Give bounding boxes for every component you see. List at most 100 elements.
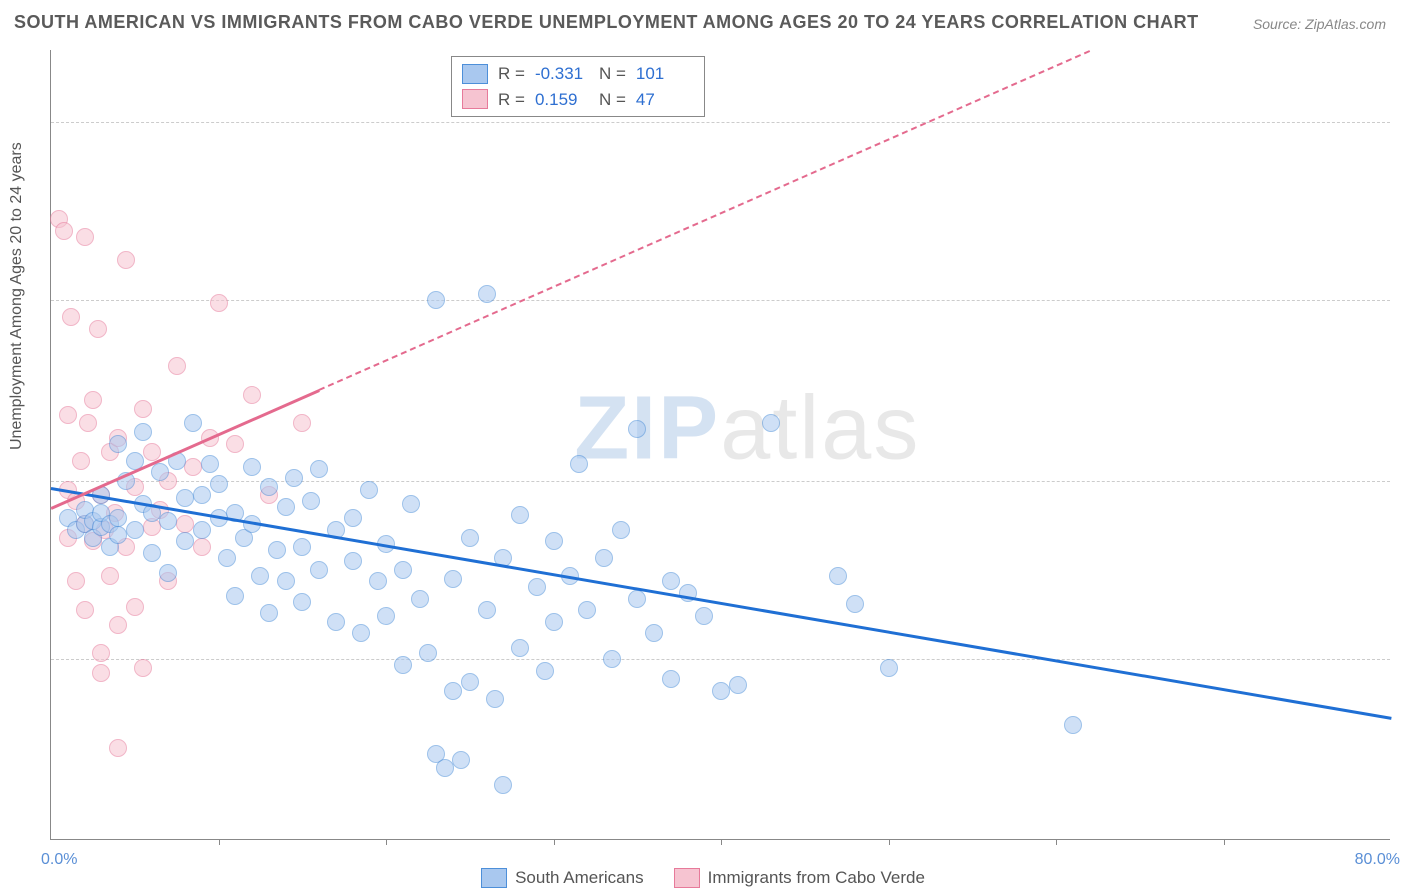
x-axis-max-label: 80.0% xyxy=(1355,851,1400,869)
data-point xyxy=(645,624,663,642)
data-point xyxy=(536,662,554,680)
data-point xyxy=(159,512,177,530)
y-axis-label: Unemployment Among Ages 20 to 24 years xyxy=(8,142,26,450)
data-point xyxy=(126,521,144,539)
data-point xyxy=(880,659,898,677)
legend-r-value: 0.159 xyxy=(535,87,589,113)
legend-swatch-series-b xyxy=(462,89,488,109)
data-point xyxy=(595,549,613,567)
data-point xyxy=(84,391,102,409)
legend-n-label: N = xyxy=(599,61,626,87)
data-point xyxy=(302,492,320,510)
data-point xyxy=(109,435,127,453)
data-point xyxy=(662,572,680,590)
x-tick xyxy=(554,839,555,845)
data-point xyxy=(729,676,747,694)
data-point xyxy=(461,529,479,547)
data-point xyxy=(369,572,387,590)
data-point xyxy=(176,532,194,550)
data-point xyxy=(712,682,730,700)
data-point xyxy=(55,222,73,240)
data-point xyxy=(243,386,261,404)
x-tick xyxy=(721,839,722,845)
data-point xyxy=(117,251,135,269)
data-point xyxy=(478,285,496,303)
data-point xyxy=(79,414,97,432)
data-point xyxy=(176,515,194,533)
data-point xyxy=(218,549,236,567)
data-point xyxy=(159,564,177,582)
x-tick xyxy=(386,839,387,845)
data-point xyxy=(151,463,169,481)
data-point xyxy=(59,406,77,424)
legend-r-label: R = xyxy=(498,87,525,113)
data-point xyxy=(201,455,219,473)
data-point xyxy=(193,521,211,539)
data-point xyxy=(92,664,110,682)
y-tick-label: 6.3% xyxy=(1400,650,1406,668)
data-point xyxy=(76,601,94,619)
data-point xyxy=(293,538,311,556)
legend-row: R = 0.159 N = 47 xyxy=(462,87,690,113)
data-point xyxy=(260,604,278,622)
x-axis-min-label: 0.0% xyxy=(41,851,77,869)
scatter-plot-area: ZIPatlas R = -0.331 N = 101 R = 0.159 N … xyxy=(50,50,1390,840)
data-point xyxy=(109,526,127,544)
legend-item-label: Immigrants from Cabo Verde xyxy=(708,868,925,888)
data-point xyxy=(134,400,152,418)
data-point xyxy=(377,607,395,625)
data-point xyxy=(427,291,445,309)
x-tick xyxy=(1056,839,1057,845)
data-point xyxy=(545,532,563,550)
data-point xyxy=(285,469,303,487)
gridline-horizontal xyxy=(51,122,1390,123)
data-point xyxy=(578,601,596,619)
data-point xyxy=(210,475,228,493)
data-point xyxy=(452,751,470,769)
x-tick xyxy=(1224,839,1225,845)
data-point xyxy=(109,616,127,634)
data-point xyxy=(89,320,107,338)
data-point xyxy=(226,587,244,605)
legend-r-value: -0.331 xyxy=(535,61,589,87)
data-point xyxy=(486,690,504,708)
data-point xyxy=(251,567,269,585)
x-tick xyxy=(219,839,220,845)
watermark-part-b: atlas xyxy=(720,378,920,478)
data-point xyxy=(662,670,680,688)
data-point xyxy=(444,682,462,700)
legend-swatch-icon xyxy=(674,868,700,888)
data-point xyxy=(126,598,144,616)
data-point xyxy=(570,455,588,473)
legend-swatch-series-a xyxy=(462,64,488,84)
data-point xyxy=(628,590,646,608)
data-point xyxy=(511,639,529,657)
data-point xyxy=(193,486,211,504)
series-legend: South Americans Immigrants from Cabo Ver… xyxy=(0,868,1406,888)
data-point xyxy=(762,414,780,432)
legend-n-value: 101 xyxy=(636,61,690,87)
data-point xyxy=(394,656,412,674)
y-tick-label: 18.8% xyxy=(1400,291,1406,309)
data-point xyxy=(360,481,378,499)
data-point xyxy=(76,228,94,246)
data-point xyxy=(352,624,370,642)
data-point xyxy=(478,601,496,619)
data-point xyxy=(494,776,512,794)
x-tick xyxy=(889,839,890,845)
data-point xyxy=(528,578,546,596)
data-point xyxy=(310,460,328,478)
data-point xyxy=(243,458,261,476)
data-point xyxy=(193,538,211,556)
gridline-horizontal xyxy=(51,659,1390,660)
data-point xyxy=(846,595,864,613)
legend-swatch-icon xyxy=(481,868,507,888)
data-point xyxy=(101,567,119,585)
y-tick-label: 25.0% xyxy=(1400,113,1406,131)
data-point xyxy=(67,572,85,590)
data-point xyxy=(260,478,278,496)
data-point xyxy=(176,489,194,507)
data-point xyxy=(277,498,295,516)
data-point xyxy=(344,552,362,570)
data-point xyxy=(184,458,202,476)
